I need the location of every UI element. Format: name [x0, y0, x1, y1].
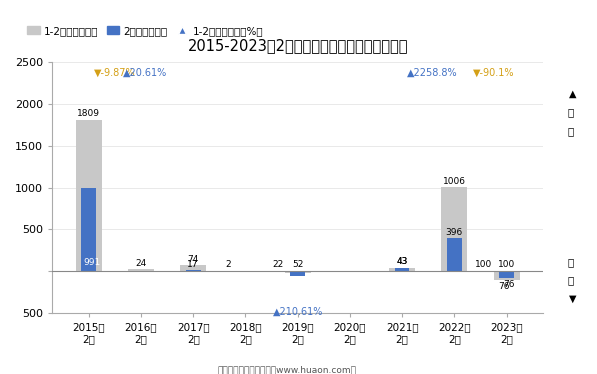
Text: 43: 43 [396, 257, 408, 266]
Text: 1809: 1809 [77, 109, 100, 118]
Text: 52: 52 [292, 260, 303, 269]
Bar [180, 265, 206, 272]
Text: 396: 396 [446, 228, 463, 237]
Text: 进: 进 [567, 257, 573, 267]
Text: 100: 100 [475, 260, 493, 269]
Text: 17: 17 [187, 260, 199, 269]
Text: 22: 22 [272, 260, 284, 269]
Bar [76, 120, 101, 272]
Text: ▼-90.1%: ▼-90.1% [473, 67, 514, 77]
Text: ▲2258.8%: ▲2258.8% [407, 67, 458, 77]
Bar [285, 272, 310, 273]
Text: 2: 2 [226, 260, 231, 269]
Text: ▲: ▲ [570, 89, 577, 98]
Text: 43: 43 [396, 257, 408, 266]
Text: ▼-9.87%: ▼-9.87% [94, 67, 136, 77]
Bar [81, 188, 96, 272]
Bar [447, 238, 461, 272]
Legend: 1-2月（万美元）, 2月（万美元）, 1-2月同比增速（%）: 1-2月（万美元）, 2月（万美元）, 1-2月同比增速（%） [23, 22, 267, 40]
Text: 出: 出 [567, 107, 573, 117]
Text: 100: 100 [498, 260, 515, 269]
Text: 1006: 1006 [443, 177, 466, 186]
Bar [389, 268, 415, 272]
Bar [441, 187, 467, 272]
Bar [494, 272, 519, 280]
Bar [395, 268, 410, 272]
Text: 口: 口 [567, 126, 573, 136]
Text: ▲210.61%: ▲210.61% [272, 307, 323, 317]
Bar [186, 270, 201, 272]
Text: ▲20.61%: ▲20.61% [122, 67, 167, 77]
Text: 24: 24 [136, 259, 147, 268]
Text: 口: 口 [567, 276, 573, 285]
Bar [128, 269, 154, 272]
Text: 制图：华经产业研究院（www.huaon.com）: 制图：华经产业研究院（www.huaon.com） [217, 365, 356, 374]
Text: 991: 991 [84, 258, 101, 267]
Bar [290, 272, 305, 276]
Title: 2015-2023年2月武威保税物流中心进、出口额: 2015-2023年2月武威保税物流中心进、出口额 [187, 39, 408, 53]
Text: 76: 76 [503, 280, 515, 289]
Text: ▼: ▼ [570, 294, 577, 304]
Bar [499, 272, 514, 278]
Text: 76: 76 [498, 282, 510, 291]
Text: 74: 74 [187, 255, 199, 264]
